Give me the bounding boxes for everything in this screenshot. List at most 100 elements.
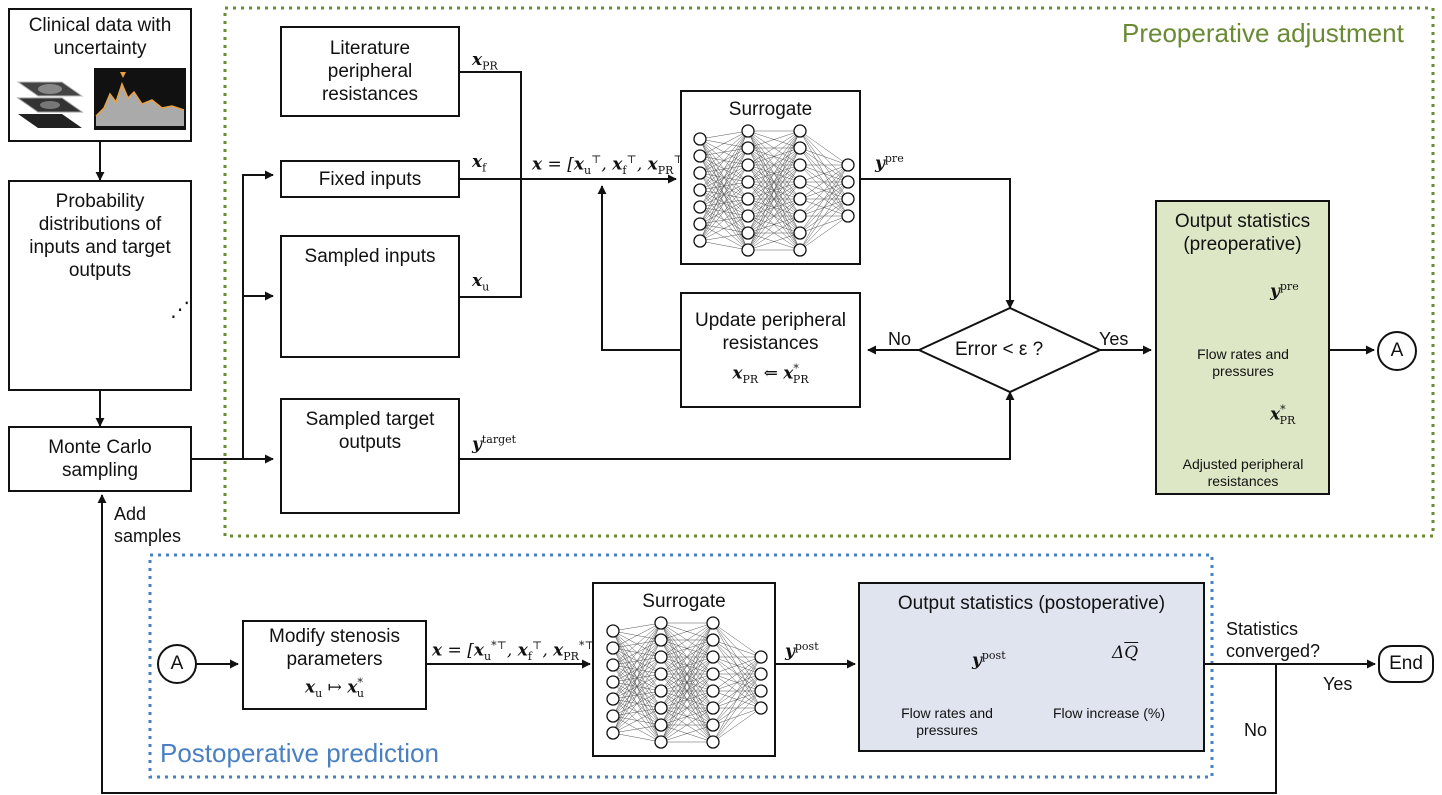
decision-label: Error < ε ? xyxy=(955,339,1044,360)
nn-node xyxy=(740,226,755,240)
nn-edge xyxy=(799,164,848,217)
nn-edge xyxy=(612,622,662,683)
nn-edge xyxy=(799,130,848,166)
yes-stats-label: Yes xyxy=(1099,329,1129,349)
stats-post-increase-label: Flow increase (%) xyxy=(1052,705,1166,721)
nn-edge xyxy=(799,164,848,234)
postoperative-region xyxy=(148,553,1214,779)
nn-node xyxy=(692,132,707,146)
nn-edge xyxy=(660,622,714,658)
no-loop-label: No xyxy=(1244,720,1268,740)
nn-edge xyxy=(699,130,748,174)
nn-node xyxy=(740,124,755,138)
monte-carlo-box: Monte Carlo sampling xyxy=(8,426,192,492)
nn-node xyxy=(606,658,620,672)
postop-title: Postoperative prediction xyxy=(160,738,439,768)
nn-edge xyxy=(747,130,800,183)
neural-network-icon xyxy=(606,616,768,749)
nn-edge xyxy=(699,215,748,242)
nn-edge xyxy=(612,622,662,632)
nn-edge xyxy=(612,732,662,743)
nn-edge xyxy=(612,622,662,734)
update-label: Update peripheral resistances xyxy=(694,309,847,354)
nn-edge xyxy=(699,240,748,251)
nn-edge xyxy=(612,622,662,649)
nn-edge xyxy=(660,622,714,675)
x-vector-label: x = [xu⊤, xf⊤, xPR⊤]⊤ xyxy=(532,153,701,178)
nn-edge xyxy=(799,164,848,200)
preop-title: Preoperative adjustment xyxy=(1122,18,1404,48)
connector-lines xyxy=(95,71,1376,794)
fixed-inputs-box: Fixed inputs xyxy=(280,160,460,198)
nn-edge xyxy=(612,622,662,717)
nn-edge xyxy=(699,130,748,225)
y-target-label: ytarget xyxy=(472,433,517,455)
nn-edge xyxy=(660,622,714,726)
nn-node xyxy=(840,209,855,223)
nn-edge xyxy=(747,130,800,166)
nn-edge xyxy=(612,707,662,734)
clinical-data-label: Clinical data with uncertainty xyxy=(28,15,172,59)
x-star-vector-label: x = [xu*⊤, xf⊤, xPR*⊤]⊤ xyxy=(432,639,612,664)
ellipsis-label: ⋰ xyxy=(170,299,190,321)
nn-edge xyxy=(699,130,748,140)
nn-node xyxy=(692,217,707,231)
nn-edge xyxy=(799,164,848,251)
nn-node xyxy=(654,701,668,715)
doppler-waveform-icon xyxy=(94,68,186,130)
nn-edge xyxy=(660,622,714,709)
nn-node xyxy=(840,158,855,172)
no-update-label: No xyxy=(888,329,912,349)
nn-node xyxy=(706,633,720,647)
nn-edge xyxy=(712,622,762,658)
nn-node xyxy=(706,650,720,664)
nn-node xyxy=(792,175,807,189)
nn-node xyxy=(692,234,707,248)
update-resistances-box: Update peripheral resistances xPR ⇐ x*PR xyxy=(680,292,861,408)
nn-node xyxy=(740,243,755,257)
output-stats-post-box: Output statistics (postoperative) xyxy=(858,582,1205,752)
nn-node xyxy=(792,209,807,223)
modify-formula: xu ↦ x*u xyxy=(304,675,365,701)
nn-edge xyxy=(612,690,662,734)
nn-node xyxy=(692,200,707,214)
nn-edge xyxy=(699,130,748,191)
nn-edge xyxy=(747,130,800,251)
output-stats-pre-box: Output statistics (preoperative) xyxy=(1155,200,1330,495)
nn-node xyxy=(792,141,807,155)
nn-edge xyxy=(799,215,848,251)
nn-node xyxy=(840,175,855,189)
nn-edge xyxy=(660,656,714,743)
nn-node xyxy=(740,192,755,206)
nn-edge xyxy=(747,232,800,251)
nn-node xyxy=(754,701,768,715)
modify-label: Modify stenosis parameters xyxy=(269,625,400,670)
converged-label: Statistics converged? xyxy=(1226,619,1321,661)
nn-node xyxy=(706,684,720,698)
nn-edge xyxy=(660,622,714,692)
nn-node xyxy=(740,141,755,155)
x-f-label: xf xyxy=(472,152,487,175)
nn-node xyxy=(792,158,807,172)
nn-edge xyxy=(712,656,762,726)
nn-node xyxy=(654,616,668,630)
nn-edge xyxy=(747,198,800,251)
nn-node xyxy=(706,667,720,681)
nn-edge xyxy=(699,130,748,208)
nn-edge xyxy=(699,232,748,242)
nn-edge xyxy=(799,147,848,166)
nn-edge xyxy=(712,656,762,692)
stats-pre-flow-label: Flow rates and pressures xyxy=(1197,346,1289,379)
fixed-inputs-label: Fixed inputs xyxy=(318,168,422,190)
nn-edge xyxy=(712,673,762,743)
nn-edge xyxy=(712,656,762,675)
x-pr-star-label: x*PR xyxy=(1270,403,1296,428)
nn-node xyxy=(792,192,807,206)
nn-node xyxy=(654,650,668,664)
sampled-inputs-label: Sampled inputs xyxy=(304,246,436,267)
probability-distributions-box: Probability distributions of inputs and … xyxy=(8,180,192,391)
y-post-label: ypost xyxy=(785,640,819,662)
nn-edge xyxy=(660,690,714,743)
nn-node xyxy=(706,616,720,630)
y-post-stat-label: ypost xyxy=(972,649,1006,671)
